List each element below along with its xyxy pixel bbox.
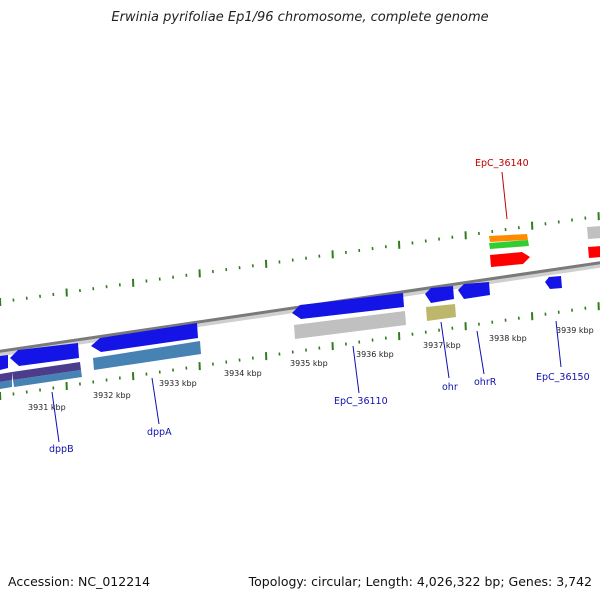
ruler-label-3932: 3932 kbp [93, 391, 131, 400]
accession-label: Accession: NC_012214 [8, 574, 151, 589]
leader-EpC_36140 [501, 171, 508, 220]
ruler-label-3935: 3935 kbp [290, 359, 328, 368]
gene-label-dppA[interactable]: dppA [147, 427, 172, 438]
gene-dppB-purple[interactable] [12, 362, 81, 380]
ruler-label-3939: 3939 kbp [556, 326, 594, 335]
ruler-label-3933: 3933 kbp [159, 379, 197, 388]
gene-left-edge-blue[interactable] [0, 355, 8, 370]
gene-label-EpC_36140[interactable]: EpC_36140 [475, 158, 529, 169]
gene-ohr[interactable] [425, 286, 454, 303]
ruler-label-3938: 3938 kbp [489, 334, 527, 343]
gene-EpC_36110[interactable] [292, 293, 404, 319]
gene-EpC_36140-orange[interactable] [489, 234, 528, 242]
leader-ohrR [476, 330, 485, 375]
outer-tick-row [0, 212, 600, 307]
gene-EpC_36110-gray[interactable] [294, 311, 406, 339]
gene-right-edge-red[interactable] [588, 246, 600, 258]
ruler-label-3934: 3934 kbp [224, 369, 262, 378]
map-title: Erwinia pyrifoliae Ep1/96 chromosome, co… [111, 10, 489, 25]
inner-tick-row [0, 302, 600, 401]
gene-dppB[interactable] [10, 343, 79, 366]
ruler-label-3931: 3931 kbp [28, 403, 66, 412]
gene-label-EpC_36150[interactable]: EpC_36150 [536, 372, 590, 383]
summary-label: Topology: circular; Length: 4,026,322 bp… [248, 574, 592, 589]
leader-dppB [51, 391, 60, 443]
leader-EpC_36110 [352, 345, 360, 394]
gene-label-ohr[interactable]: ohr [442, 382, 458, 393]
gene-ohr-khaki[interactable] [426, 304, 456, 321]
gene-right-edge-gray[interactable] [587, 226, 600, 239]
gene-label-ohrR[interactable]: ohrR [474, 377, 497, 388]
gene-dppA-steel[interactable] [93, 341, 201, 370]
gene-EpC_36140-green[interactable] [489, 240, 529, 249]
gene-dppB-steel[interactable] [13, 370, 82, 387]
leader-EpC_36150 [555, 320, 562, 368]
ruler-label-3937: 3937 kbp [423, 341, 461, 350]
gene-EpC_36140-red[interactable] [490, 252, 530, 267]
gene-EpC_36150[interactable] [545, 276, 562, 289]
gene-left-edge-purple[interactable] [0, 372, 12, 382]
gene-label-dppB[interactable]: dppB [49, 444, 74, 455]
gene-label-EpC_36110[interactable]: EpC_36110 [334, 396, 388, 407]
gene-left-edge-steel[interactable] [0, 380, 12, 389]
leader-ohr [440, 321, 450, 379]
gene-ohrR[interactable] [458, 282, 490, 299]
gene-dppA[interactable] [91, 323, 198, 352]
ruler-label-3936: 3936 kbp [356, 350, 394, 359]
leader-dppA [151, 377, 160, 425]
